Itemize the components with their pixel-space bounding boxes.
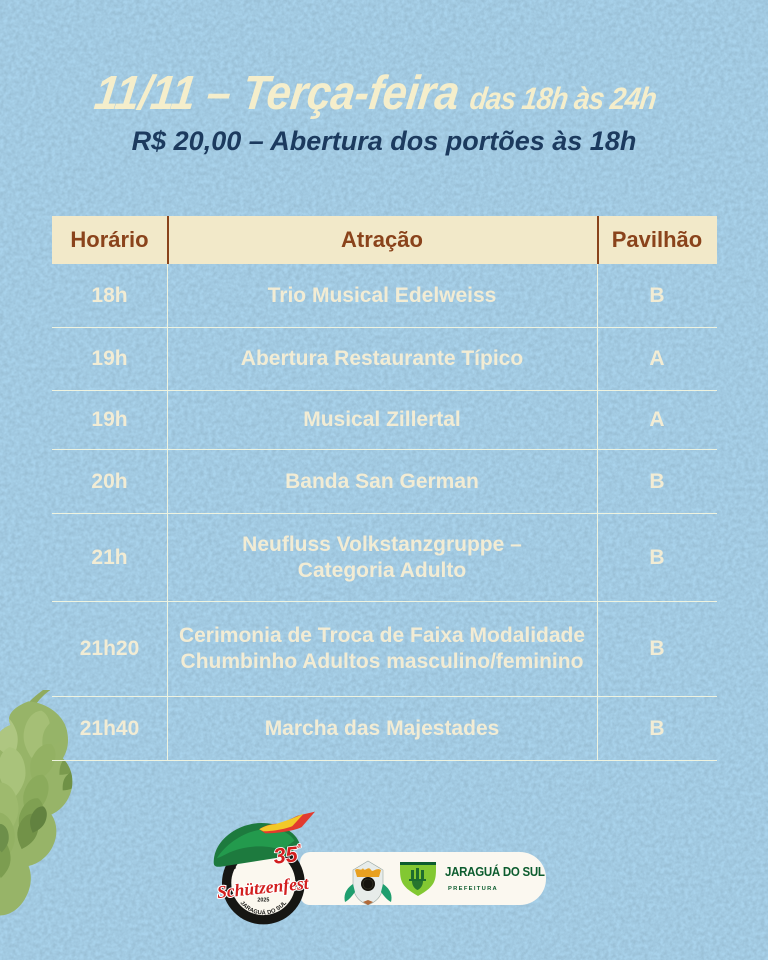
svg-text:2025: 2025 bbox=[257, 898, 269, 904]
